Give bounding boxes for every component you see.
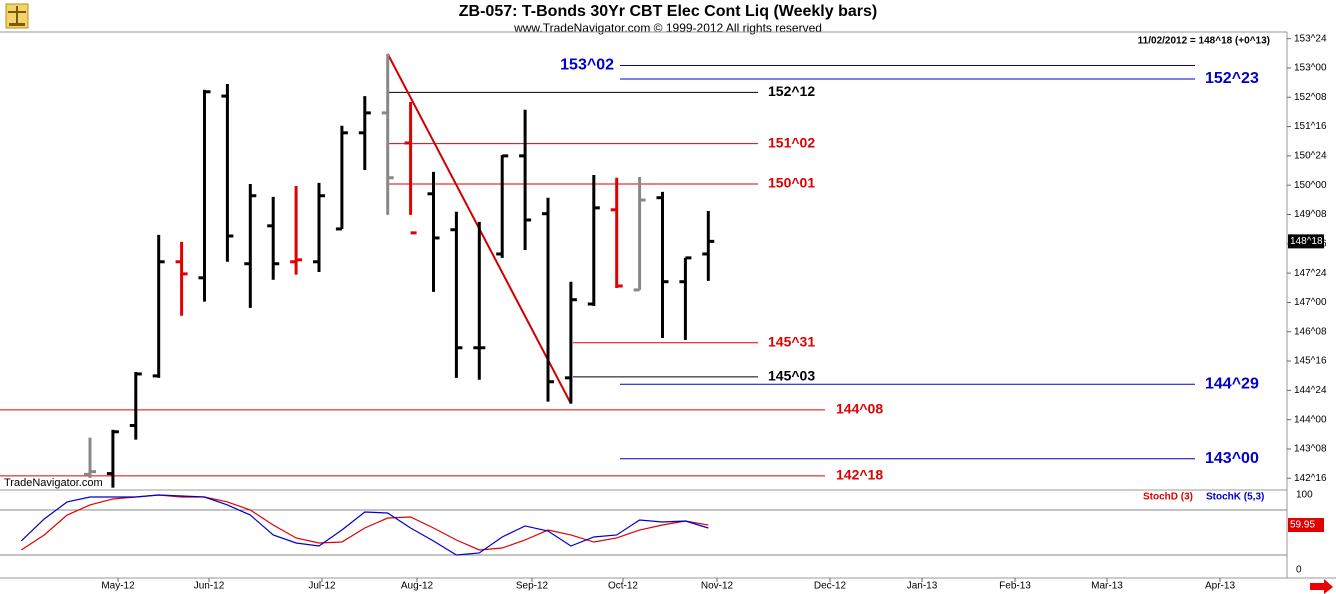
last-value-badge: [1288, 518, 1324, 533]
x-tick-label: Aug-12: [401, 581, 434, 592]
level-label: 144^08: [836, 401, 883, 417]
level-label: 151^02: [768, 134, 815, 150]
x-tick-label: Nov-12: [701, 581, 734, 592]
scroll-arrow[interactable]: [1310, 579, 1333, 594]
y-tick-label: 146^08: [1294, 326, 1327, 337]
last-value-label: 59.95: [1290, 520, 1315, 531]
y-tick-label: 147^24: [1294, 268, 1327, 279]
x-tick-label: Jan-13: [907, 581, 938, 592]
y-tick-label: 150^00: [1294, 180, 1327, 191]
x-tick-label: Feb-13: [999, 581, 1031, 592]
level-label: 145^03: [768, 368, 815, 384]
legend-entry: StochD (3): [1143, 492, 1193, 503]
y-tick-label: 0: [1296, 565, 1302, 576]
y-tick-label: 153^24: [1294, 33, 1327, 44]
y-tick-label: 150^24: [1294, 151, 1327, 162]
chart-subtitle: www.TradeNavigator.com © 1999-2012 All r…: [513, 21, 822, 35]
chart-title: ZB-057: T-Bonds 30Yr CBT Elec Cont Liq (…: [459, 3, 877, 20]
level-label: 145^31: [768, 333, 815, 349]
x-tick-label: Jun-12: [194, 581, 225, 592]
y-tick-label: 153^00: [1294, 63, 1327, 74]
x-tick-label: Sep-12: [516, 581, 549, 592]
y-tick-label: 144^00: [1294, 414, 1327, 425]
level-label: 152^12: [768, 83, 815, 99]
plot: 153^24 153^00 152^08 151^16 150^24 150^00 149^…: [0, 33, 1327, 592]
y-tick-label: 147^00: [1294, 297, 1327, 308]
last-price-info: 11/02/2012 = 148^18 (+0^13): [1138, 36, 1270, 47]
stoch-line: [20, 494, 709, 556]
x-tick-label: Apr-13: [1205, 581, 1235, 592]
level-label: 144^29: [1205, 375, 1259, 392]
level-label: 153^02: [560, 57, 614, 74]
x-tick-label: Dec-12: [814, 581, 847, 592]
level-label: 142^18: [836, 467, 883, 483]
last-price-badge: [1288, 234, 1324, 249]
level-label: 152^23: [1205, 70, 1259, 87]
watermark: TradeNavigator.com: [4, 477, 103, 489]
x-tick-label: May-12: [101, 581, 135, 592]
y-tick-label: 145^16: [1294, 356, 1327, 367]
y-tick-label: 152^08: [1294, 92, 1327, 103]
x-tick-label: Oct-12: [608, 581, 638, 592]
level-label: 150^01: [768, 175, 815, 191]
x-tick-label: Mar-13: [1091, 581, 1123, 592]
y-tick-label: 142^16: [1294, 473, 1327, 484]
app-icon: [5, 3, 29, 29]
y-tick-label: 151^16: [1294, 121, 1327, 132]
y-tick-label: 144^24: [1294, 385, 1327, 396]
legend-entry: StochK (5,3): [1206, 492, 1264, 503]
x-tick-label: Jul-12: [308, 581, 336, 592]
last-price-label: 148^18: [1290, 236, 1323, 247]
level-label: 143^00: [1205, 450, 1259, 467]
y-tick-label: 149^08: [1294, 209, 1327, 220]
y-tick-label: 100: [1296, 490, 1313, 501]
y-tick-label: 143^08: [1294, 444, 1327, 455]
